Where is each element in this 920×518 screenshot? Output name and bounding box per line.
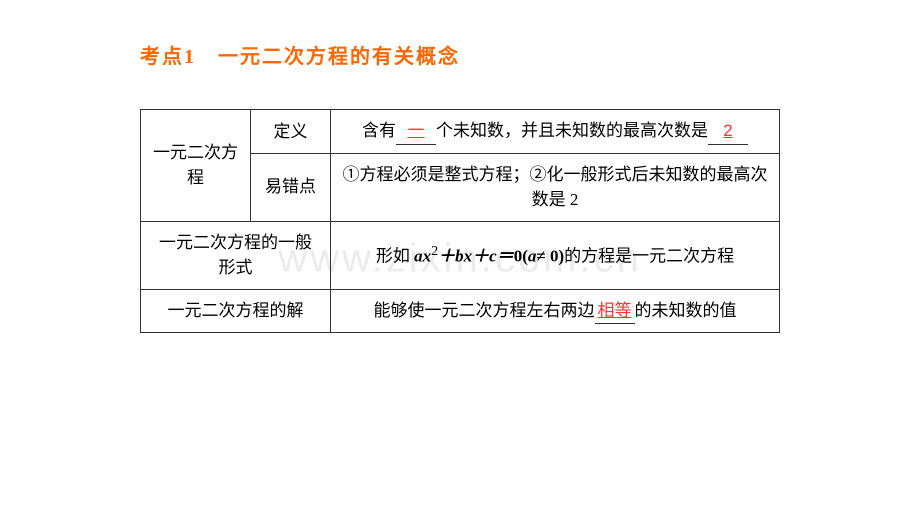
error-cell: ①方程必须是整式方程；②化一般形式后未知数的最高次数是 2	[331, 153, 780, 221]
formula-text: ax	[414, 247, 431, 266]
table-row: 一元二次方程的解 能够使一元二次方程左右两边 相等 的未知数的值	[141, 289, 780, 333]
text-part: 能够使一元二次方程左右两边	[374, 301, 595, 320]
fill-blank-1: 一	[408, 121, 425, 140]
text-part: 的未知数的值	[635, 301, 737, 320]
definition-cell: 含有一个未知数，并且未知数的最高次数是 2	[331, 110, 780, 154]
text-part: 个未知数，并且未知数的最高次数是	[436, 121, 708, 140]
sub-label-definition: 定义	[251, 110, 331, 154]
text-part: 形如	[376, 247, 414, 266]
table-row: 一元二次方程 定义 含有一个未知数，并且未知数的最高次数是 2	[141, 110, 780, 154]
formula-text: 0(	[514, 247, 528, 266]
section-title: 考点1 一元二次方程的有关概念	[140, 40, 870, 69]
row-label-2: 一元二次方程的一般形式	[141, 221, 331, 289]
text-part: 的方程是一元二次方程	[564, 247, 734, 266]
formula-text: ＋bx＋c＝	[438, 247, 514, 266]
general-form-cell: 形如 ax2＋bx＋c＝0(a≠ 0)的方程是一元二次方程	[331, 221, 780, 289]
solution-cell: 能够使一元二次方程左右两边 相等 的未知数的值	[331, 289, 780, 333]
fill-blank-3: 相等	[598, 301, 632, 320]
concept-table: 一元二次方程 定义 含有一个未知数，并且未知数的最高次数是 2 易错点 ①方程必…	[140, 109, 780, 333]
fill-blank-2: 2	[723, 121, 732, 140]
row-label-3: 一元二次方程的解	[141, 289, 331, 333]
sub-label-error: 易错点	[251, 153, 331, 221]
text-part: 含有	[362, 121, 396, 140]
row-label-1: 一元二次方程	[141, 110, 251, 222]
table-row: 一元二次方程的一般形式 形如 ax2＋bx＋c＝0(a≠ 0)的方程是一元二次方…	[141, 221, 780, 289]
formula-text: ≠ 0)	[536, 247, 564, 266]
table-container: 一元二次方程 定义 含有一个未知数，并且未知数的最高次数是 2 易错点 ①方程必…	[50, 109, 870, 333]
